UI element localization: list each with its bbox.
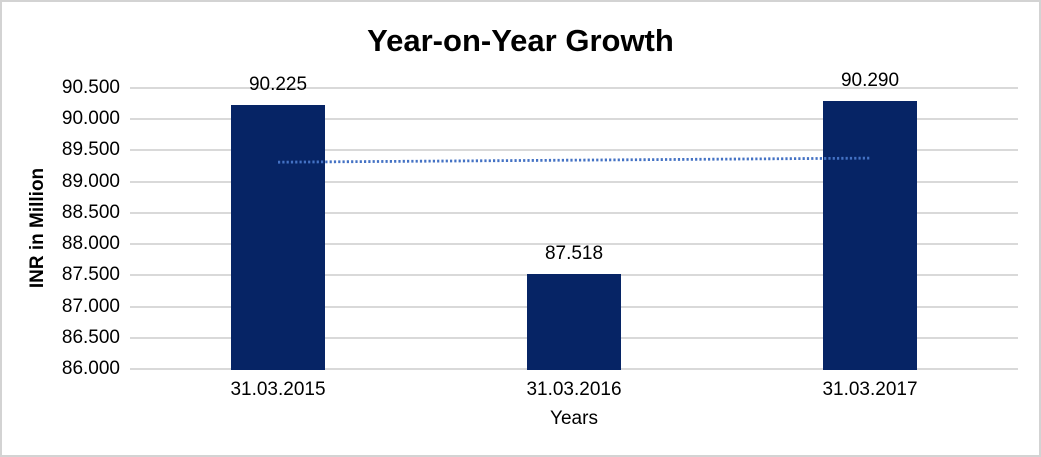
bar-value-label: 90.225 (248, 74, 308, 96)
gridline (130, 149, 1018, 152)
gridline (130, 87, 1018, 89)
y-tick-label: 88.500 (61, 201, 120, 223)
x-category-label: 31.03.2015 (230, 379, 326, 400)
y-tick-label: 86.500 (61, 326, 120, 348)
bar (231, 105, 325, 370)
bar-value-label: 87.518 (544, 243, 604, 265)
x-axis-title: Years (550, 408, 598, 429)
y-tick-label: 89.000 (61, 170, 120, 192)
bar-value-label: 90.290 (840, 70, 900, 92)
y-tick-label: 86.000 (61, 358, 120, 379)
gridline (130, 211, 1018, 214)
gridline (130, 118, 1018, 121)
gridline (130, 180, 1018, 183)
y-tick-label: 87.500 (61, 264, 120, 286)
y-tick-label: 90.000 (61, 108, 120, 130)
bar (527, 274, 621, 370)
x-category-label: 31.03.2016 (526, 379, 622, 400)
bar (823, 101, 917, 370)
y-tick-label: 90.500 (61, 77, 120, 98)
x-category-label: 31.03.2017 (822, 379, 918, 400)
gridline (130, 243, 1018, 246)
y-tick-label: 88.000 (61, 233, 120, 255)
y-tick-label: 89.500 (61, 139, 120, 161)
chart-title: Year-on-Year Growth (367, 23, 674, 58)
y-tick-label: 87.000 (61, 295, 120, 317)
